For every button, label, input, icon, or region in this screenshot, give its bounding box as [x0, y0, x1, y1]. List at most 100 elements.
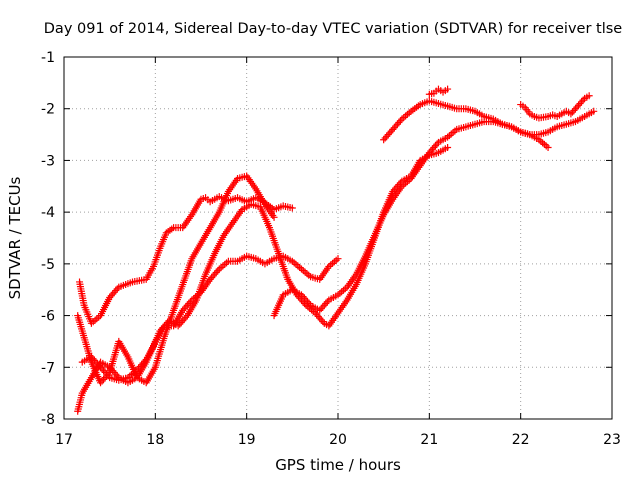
data-point	[403, 110, 411, 118]
data-point	[113, 372, 121, 380]
data-point	[316, 314, 324, 322]
data-point	[304, 298, 312, 306]
data-point	[106, 293, 114, 301]
data-point	[112, 287, 120, 295]
data-point	[180, 305, 188, 313]
y-tick-label: -4	[41, 205, 55, 221]
data-point	[209, 272, 217, 280]
data-point	[380, 136, 388, 144]
data-point	[133, 366, 141, 374]
data-point	[428, 145, 436, 153]
data-point	[297, 265, 305, 273]
data-point	[113, 285, 121, 293]
data-point	[571, 105, 579, 113]
y-tick-label: -8	[41, 412, 55, 428]
data-point	[568, 108, 576, 116]
data-point	[270, 213, 278, 221]
data-point	[387, 127, 395, 135]
data-point	[402, 112, 410, 120]
data-point	[182, 303, 190, 311]
x-tick-label: 23	[603, 432, 621, 448]
x-tick-label: 21	[420, 432, 438, 448]
data-point	[320, 301, 328, 309]
y-axis-title: SDTVAR / TECUs	[6, 176, 24, 299]
data-point	[317, 305, 325, 313]
data-point	[112, 370, 120, 378]
data-point	[93, 360, 101, 368]
data-point	[110, 368, 118, 376]
series-7	[425, 85, 452, 98]
data-point	[384, 131, 392, 139]
data-point	[180, 315, 188, 323]
x-tick-labels: 17 18 19 20 21 22 23	[55, 432, 621, 448]
x-tick-label: 19	[238, 432, 256, 448]
data-point	[567, 110, 575, 118]
data-point	[570, 106, 578, 114]
data-point	[104, 372, 112, 380]
data-point	[299, 267, 307, 275]
data-point	[95, 362, 103, 370]
data-point	[316, 306, 324, 314]
data-point	[319, 318, 327, 326]
data-point	[100, 367, 108, 375]
data-point	[296, 263, 304, 271]
data-point	[177, 318, 185, 326]
data-point	[299, 293, 307, 301]
data-point	[97, 379, 105, 387]
data-point	[206, 275, 214, 283]
data-point	[313, 311, 321, 319]
series-5	[270, 118, 552, 320]
data-point	[314, 312, 322, 320]
data-point	[138, 361, 146, 369]
y-tick-label: -1	[41, 50, 55, 66]
data-point	[329, 259, 337, 267]
data-point	[103, 370, 111, 378]
data-point	[135, 364, 143, 372]
data-point	[98, 377, 106, 385]
data-point	[179, 306, 187, 314]
y-tick-label: -2	[41, 102, 55, 118]
data-point	[386, 129, 394, 137]
x-axis-title: GPS time / hours	[275, 456, 401, 474]
data-point	[162, 320, 170, 328]
data-point	[183, 301, 191, 309]
data-point	[579, 96, 587, 104]
y-tick-label: -7	[41, 360, 55, 376]
data-point	[211, 270, 219, 278]
data-point	[395, 119, 403, 127]
data-point	[217, 263, 225, 271]
data-point	[383, 132, 391, 140]
x-tick-label: 17	[55, 432, 73, 448]
data-point	[87, 353, 95, 361]
data-point	[157, 325, 165, 333]
series-8	[517, 92, 593, 122]
data-point	[339, 286, 347, 294]
data-point	[392, 122, 400, 130]
y-tick-label: -5	[41, 257, 55, 273]
x-tick-label: 20	[329, 432, 347, 448]
grid-lines	[64, 57, 612, 419]
data-point	[303, 270, 311, 278]
data-point	[431, 142, 439, 150]
data-point	[425, 149, 433, 157]
data-point	[427, 147, 435, 155]
data-point	[212, 268, 220, 276]
data-point	[585, 92, 593, 100]
data-point	[341, 285, 349, 293]
data-point	[389, 125, 397, 133]
data-point	[98, 365, 106, 373]
y-tick-labels: -8 -7 -6 -5 -4 -3 -2 -1	[41, 50, 55, 428]
data-point	[89, 355, 97, 363]
data-point	[539, 139, 547, 147]
data-point	[179, 317, 187, 325]
data-point	[160, 322, 168, 330]
data-point	[91, 316, 99, 324]
x-tick-label: 22	[512, 432, 530, 448]
data-point	[302, 296, 310, 304]
data-point	[159, 324, 167, 332]
data-point	[100, 375, 108, 383]
y-tick-label: -3	[41, 153, 55, 169]
data-point	[444, 85, 452, 93]
data-point	[575, 101, 583, 109]
data-point	[221, 260, 229, 268]
